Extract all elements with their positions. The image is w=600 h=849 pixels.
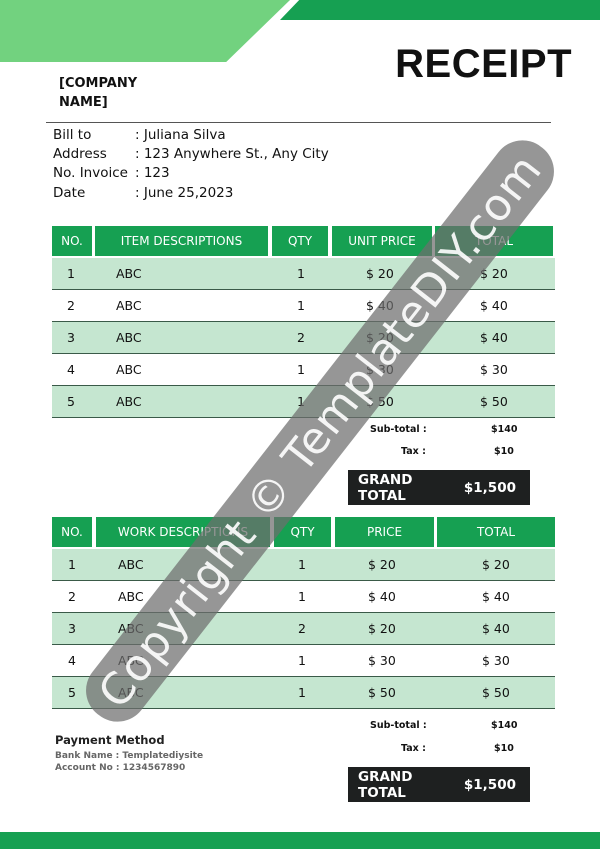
grand-total-label: GRAND TOTAL	[358, 471, 413, 504]
subtotal-label: Sub-total :	[370, 720, 427, 731]
header-shape-dark	[280, 0, 600, 20]
column-header: QTY	[272, 226, 328, 256]
table-cell: ABC	[118, 588, 144, 604]
column-header: NO.	[52, 226, 92, 256]
tax-label: Tax :	[401, 446, 426, 457]
label: Bill to	[53, 127, 92, 143]
grand-total-box: GRAND TOTAL $1,500	[348, 470, 530, 505]
table-cell: ABC	[116, 329, 142, 345]
table-cell: $ 30	[482, 652, 510, 668]
table-cell: $ 40	[480, 329, 508, 345]
subtotal-label: Sub-total :	[370, 424, 427, 435]
header-shape-light	[0, 0, 290, 62]
table-header: NO. WORK DESCRIPTIONS QTY PRICE TOTAL	[52, 517, 555, 547]
table-cell: 1	[297, 361, 305, 377]
table-cell: 2	[297, 329, 305, 345]
tax-label: Tax :	[401, 743, 426, 754]
table-cell: 1	[297, 297, 305, 313]
table-cell: ABC	[116, 393, 142, 409]
table-cell: 3	[68, 620, 76, 636]
table-cell: $ 30	[368, 652, 396, 668]
table-cell: 1	[297, 265, 305, 281]
info-invoice: No. Invoice : 123	[53, 164, 170, 183]
value: : June 25,2023	[135, 185, 234, 201]
table-cell: 5	[67, 393, 75, 409]
table-cell: ABC	[116, 265, 142, 281]
table-cell: 1	[298, 556, 306, 572]
grand-total-label: GRAND TOTAL	[358, 768, 413, 801]
table-cell: $ 50	[482, 684, 510, 700]
table-cell: 2	[298, 620, 306, 636]
table-cell: 5	[68, 684, 76, 700]
table-cell: $ 20	[482, 556, 510, 572]
table-cell: 2	[67, 297, 75, 313]
table-cell: $ 50	[480, 393, 508, 409]
table-cell: $ 20	[368, 620, 396, 636]
column-header: ITEM DESCRIPTIONS	[95, 226, 268, 256]
column-header: NO.	[52, 517, 92, 547]
grand-total-value: $1,500	[463, 776, 516, 793]
value: : 123	[135, 165, 170, 181]
label: Address	[53, 146, 107, 162]
page-title: RECEIPT	[395, 42, 572, 86]
tax-value: $10	[494, 743, 514, 754]
account-number: Account No : 1234567890	[55, 763, 186, 773]
table-cell: $ 40	[482, 588, 510, 604]
table-row: 2 ABC 1 $ 40 $ 40	[52, 581, 555, 613]
subtotal-value: $140	[491, 720, 518, 731]
column-header: UNIT PRICE	[332, 226, 432, 256]
table-cell: 3	[67, 329, 75, 345]
table-row: 1 ABC 1 $ 20 $ 20	[52, 549, 555, 581]
tax-value: $10	[494, 446, 514, 457]
table-cell: $ 40	[368, 588, 396, 604]
table-cell: ABC	[118, 556, 144, 572]
value: : Juliana Silva	[135, 127, 226, 143]
divider	[46, 122, 551, 123]
table-cell: $ 20	[366, 265, 394, 281]
table-cell: $ 40	[480, 297, 508, 313]
table-cell: ABC	[116, 361, 142, 377]
subtotal-value: $140	[491, 424, 518, 435]
footer-bar	[0, 832, 600, 849]
column-header: TOTAL	[437, 517, 555, 547]
info-address: Address : 123 Anywhere St., Any City	[53, 145, 329, 164]
table-cell: $ 30	[480, 361, 508, 377]
payment-method: Payment Method Bank Name : Templatediysi…	[55, 733, 203, 773]
grand-total-box: GRAND TOTAL $1,500	[348, 767, 530, 802]
table-cell: 1	[298, 684, 306, 700]
table-cell: 2	[68, 588, 76, 604]
info-date: Date : June 25,2023	[53, 184, 233, 203]
table-cell: $ 40	[482, 620, 510, 636]
bank-name: Bank Name : Templatediysite	[55, 751, 204, 761]
table-cell: $ 50	[368, 684, 396, 700]
table-cell: 4	[68, 652, 76, 668]
company-name: [COMPANY NAME]	[59, 76, 138, 110]
value: : 123 Anywhere St., Any City	[135, 146, 329, 162]
table-cell: 1	[68, 556, 76, 572]
table-cell: $ 20	[368, 556, 396, 572]
table-cell: 4	[67, 361, 75, 377]
payment-title: Payment Method	[55, 733, 165, 747]
label: No. Invoice	[53, 165, 128, 181]
table-cell: 1	[298, 652, 306, 668]
grand-total-value: $1,500	[463, 479, 516, 496]
table-cell: 1	[297, 393, 305, 409]
table-cell: 1	[67, 265, 75, 281]
column-header: PRICE	[335, 517, 434, 547]
table-cell: $ 20	[480, 265, 508, 281]
info-bill-to: Bill to : Juliana Silva	[53, 126, 226, 145]
label: Date	[53, 185, 86, 201]
table-cell: 1	[298, 588, 306, 604]
table-cell: ABC	[116, 297, 142, 313]
